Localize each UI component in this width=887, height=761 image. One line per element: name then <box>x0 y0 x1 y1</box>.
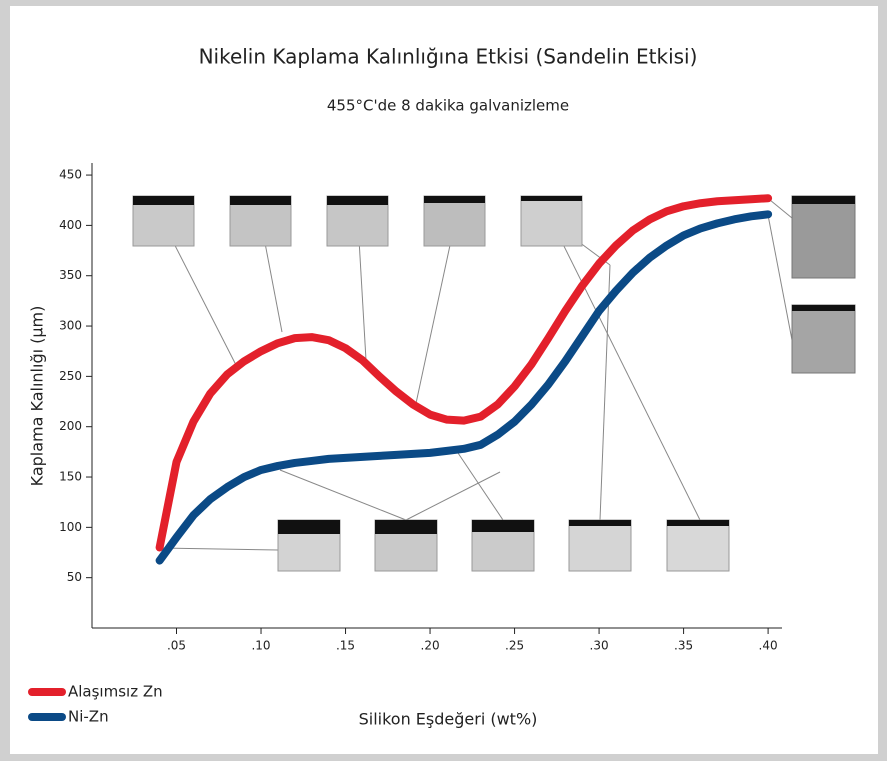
series-line <box>155 210 773 565</box>
x-tick-label: .05 <box>167 639 186 653</box>
x-axis-label: Silikon Eşdeğeri (wt%) <box>359 710 538 729</box>
legend-label: Ni-Zn <box>68 708 109 726</box>
x-tick-label: .35 <box>674 639 693 653</box>
y-tick-label: 150 <box>59 470 82 484</box>
y-tick-label: 300 <box>59 319 82 333</box>
series-line <box>155 194 773 552</box>
x-tick-label: .25 <box>505 639 524 653</box>
y-tick-label: 350 <box>59 268 82 282</box>
y-tick-label: 50 <box>67 570 82 584</box>
x-tick-label: .30 <box>590 639 609 653</box>
x-tick-label: .10 <box>251 639 270 653</box>
y-axis-label: Kaplama Kalınlığı (µm) <box>28 306 47 487</box>
y-tick-label: 250 <box>59 369 82 383</box>
x-tick-label: .20 <box>421 639 440 653</box>
y-tick-label: 100 <box>59 520 82 534</box>
chart-subtitle: 455°C'de 8 dakika galvanizleme <box>327 97 569 115</box>
y-tick-label: 450 <box>59 168 82 182</box>
legend-label: Alaşımsız Zn <box>68 683 163 701</box>
x-tick-label: .15 <box>336 639 355 653</box>
y-tick-label: 400 <box>59 218 82 232</box>
x-tick-label: .40 <box>759 639 778 653</box>
chart-title: Nikelin Kaplama Kalınlığına Etkisi (Sand… <box>199 45 698 69</box>
card <box>10 6 878 754</box>
y-tick-label: 200 <box>59 419 82 433</box>
micrographs <box>132 195 856 572</box>
